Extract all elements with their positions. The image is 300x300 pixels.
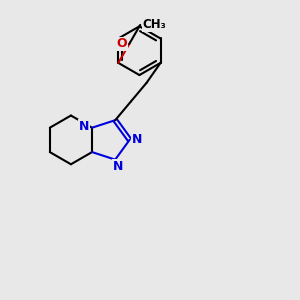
Text: O: O: [116, 38, 127, 50]
Text: CH₃: CH₃: [142, 18, 167, 32]
Text: N: N: [79, 120, 89, 133]
Text: N: N: [112, 160, 123, 173]
Text: N: N: [132, 133, 142, 146]
